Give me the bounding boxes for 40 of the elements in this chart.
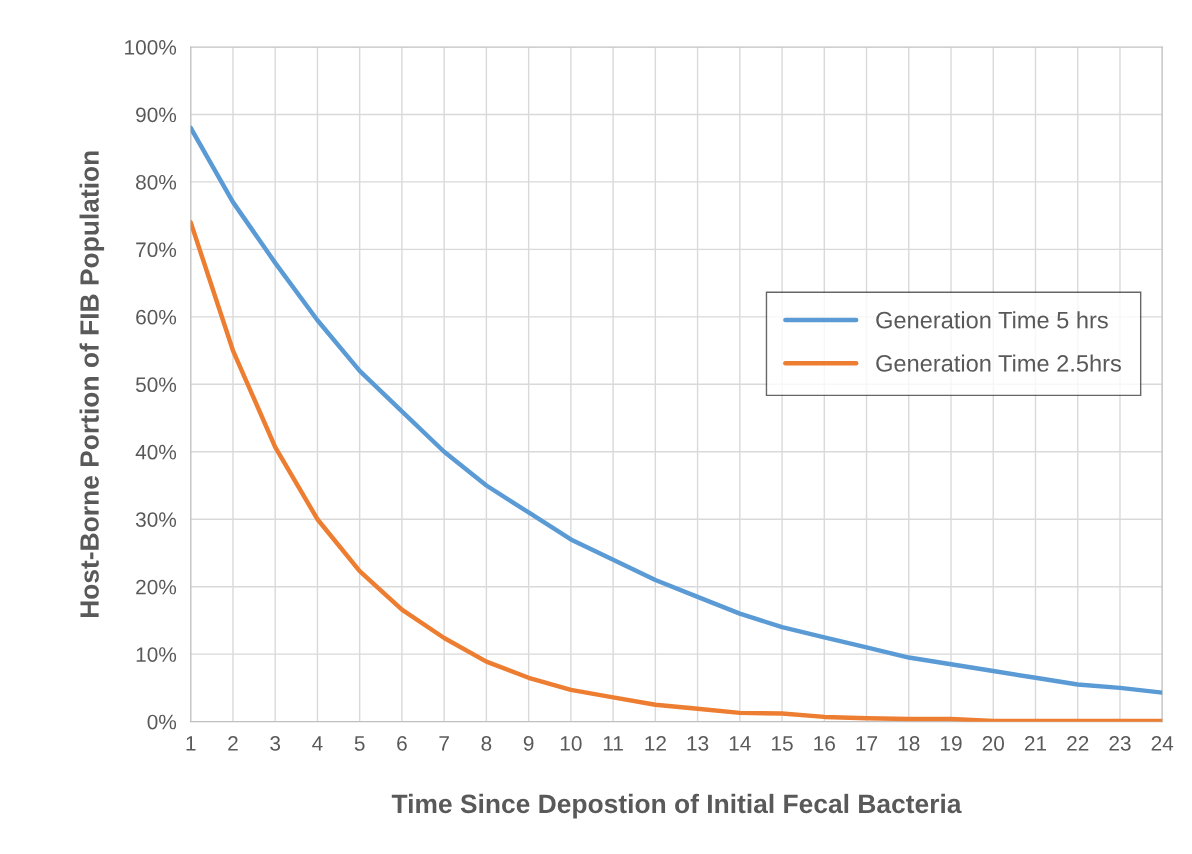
x-tick-label: 6 bbox=[397, 736, 407, 751]
x-tick-label: 1 bbox=[186, 736, 196, 751]
x-tick-label: 3 bbox=[270, 736, 281, 751]
x-axis-title: Time Since Depostion of Initial Fecal Bacteria bbox=[391, 793, 962, 819]
x-tick-label: 4 bbox=[312, 736, 323, 751]
x-tick-label: 14 bbox=[729, 736, 751, 751]
x-tick-label: 24 bbox=[1151, 736, 1174, 751]
x-tick-label: 16 bbox=[814, 736, 835, 751]
x-tick-label: 10 bbox=[560, 736, 582, 751]
y-tick-label: 10% bbox=[136, 647, 177, 662]
y-tick-label: 50% bbox=[135, 377, 177, 393]
y-tick-label: 70% bbox=[136, 242, 177, 258]
y-tick-label: 90% bbox=[136, 107, 177, 123]
y-tick-label: 20% bbox=[136, 579, 177, 595]
x-tick-label: 23 bbox=[1109, 736, 1131, 751]
legend-label: Generation Time 5 hrs bbox=[876, 311, 1108, 329]
y-tick-label: 30% bbox=[135, 512, 177, 527]
x-tick-label: 15 bbox=[772, 736, 793, 751]
y-axis-title: Host-Borne Portion of FIB Population bbox=[79, 151, 105, 618]
y-tick-label: 40% bbox=[135, 444, 177, 460]
x-tick-label: 8 bbox=[481, 736, 492, 751]
x-tick-label: 21 bbox=[1024, 736, 1047, 751]
x-tick-label: 17 bbox=[856, 736, 878, 751]
x-tick-label: 7 bbox=[439, 736, 449, 751]
line-series bbox=[190, 125, 1163, 695]
x-tick-label: 20 bbox=[982, 736, 1005, 751]
x-tick-label: 18 bbox=[898, 736, 920, 751]
x-tick-label: 9 bbox=[523, 736, 534, 751]
x-tick-label: 13 bbox=[687, 736, 709, 751]
x-tick-label: 22 bbox=[1067, 736, 1089, 751]
x-tick-label: 19 bbox=[941, 736, 962, 751]
y-tick-label: 60% bbox=[136, 309, 177, 325]
x-tick-label: 2 bbox=[228, 736, 238, 751]
y-tick-label: 80% bbox=[136, 174, 177, 190]
legend-label: Generation Time 2.5hrs bbox=[876, 354, 1121, 372]
y-tick-label: 100% bbox=[125, 39, 177, 55]
x-tick-label: 5 bbox=[354, 736, 365, 751]
x-tick-label: 11 bbox=[603, 736, 623, 751]
y-tick-label: 0% bbox=[147, 714, 177, 730]
x-tick-label: 12 bbox=[645, 736, 666, 751]
